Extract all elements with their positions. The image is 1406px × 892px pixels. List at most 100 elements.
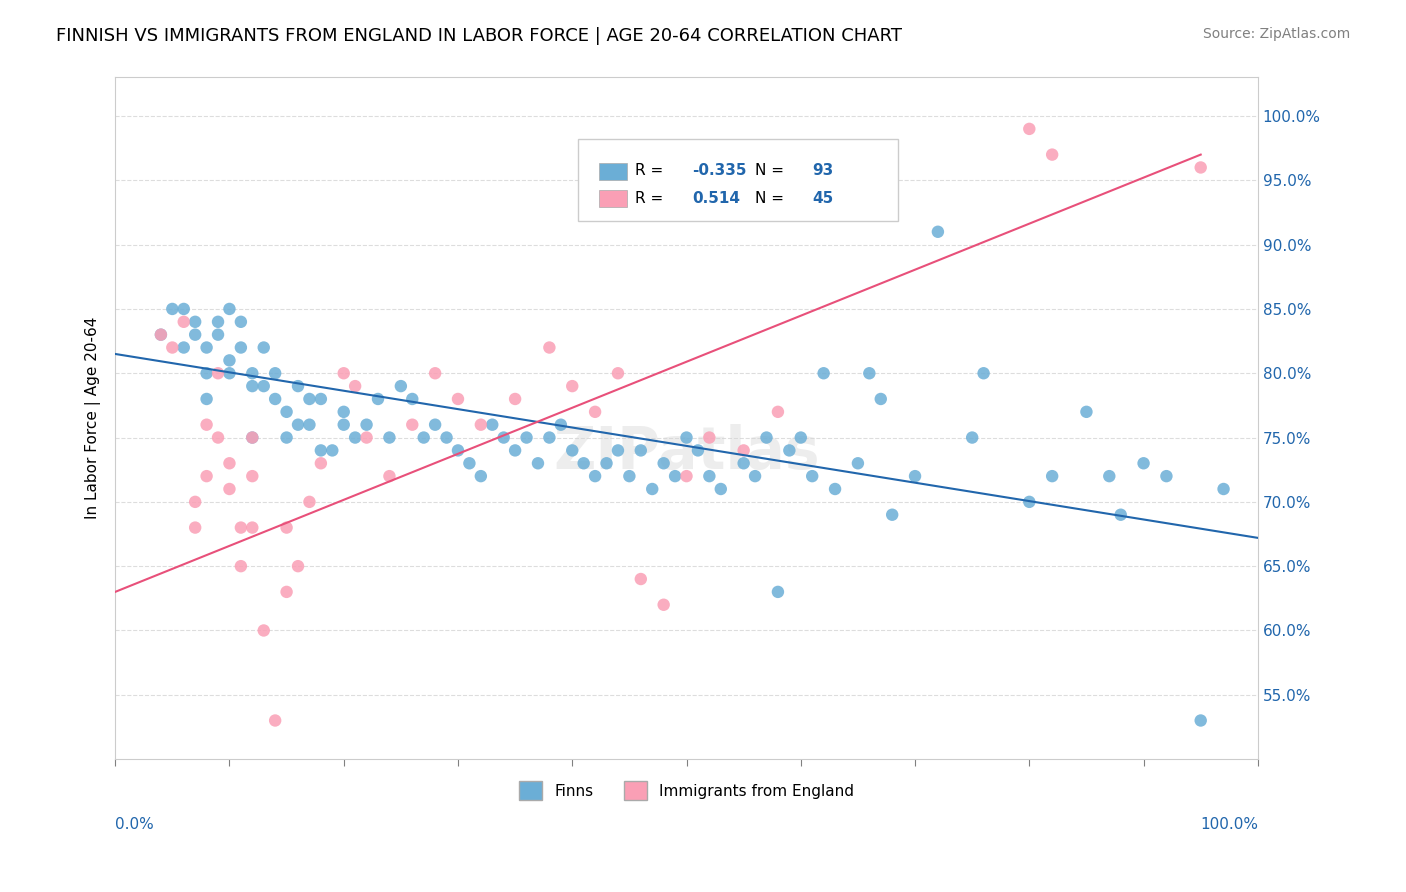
Text: ZIPatlas: ZIPatlas: [553, 424, 820, 481]
Point: [253, 624, 276, 638]
Point: [378, 469, 401, 483]
Point: [195, 469, 218, 483]
Point: [229, 559, 252, 574]
Point: [699, 431, 721, 445]
Point: [321, 443, 343, 458]
Point: [1212, 482, 1234, 496]
Point: [412, 431, 434, 445]
Point: [229, 520, 252, 534]
Point: [1040, 147, 1063, 161]
Text: R =: R =: [636, 191, 664, 205]
Point: [515, 431, 537, 445]
Point: [481, 417, 503, 432]
Text: -0.335: -0.335: [692, 163, 747, 178]
Point: [766, 405, 789, 419]
Point: [218, 353, 240, 368]
Point: [619, 469, 641, 483]
Point: [264, 714, 287, 728]
Point: [344, 431, 367, 445]
Point: [173, 301, 195, 316]
Point: [630, 443, 652, 458]
Point: [240, 366, 263, 380]
Point: [846, 456, 869, 470]
Point: [733, 456, 755, 470]
Point: [229, 315, 252, 329]
Point: [583, 469, 606, 483]
Text: N =: N =: [755, 163, 785, 178]
Point: [710, 482, 733, 496]
Point: [538, 341, 561, 355]
Point: [423, 366, 446, 380]
Text: N =: N =: [755, 191, 785, 205]
Point: [1156, 469, 1178, 483]
Point: [356, 431, 378, 445]
Point: [389, 379, 412, 393]
Point: [538, 431, 561, 445]
Point: [583, 405, 606, 419]
Point: [904, 469, 927, 483]
Point: [287, 559, 309, 574]
Point: [298, 417, 321, 432]
Point: [240, 431, 263, 445]
Point: [184, 315, 207, 329]
Point: [550, 417, 572, 432]
Point: [195, 366, 218, 380]
Point: [801, 469, 824, 483]
Point: [253, 379, 276, 393]
Point: [240, 469, 263, 483]
Point: [298, 495, 321, 509]
Point: [195, 392, 218, 406]
Y-axis label: In Labor Force | Age 20-64: In Labor Force | Age 20-64: [86, 317, 101, 519]
Point: [173, 341, 195, 355]
Point: [607, 366, 630, 380]
Point: [436, 431, 458, 445]
Point: [503, 392, 526, 406]
Point: [162, 301, 184, 316]
Point: [309, 456, 332, 470]
Point: [401, 392, 423, 406]
Point: [240, 520, 263, 534]
Point: [470, 469, 492, 483]
Point: [492, 431, 515, 445]
Point: [755, 431, 778, 445]
Point: [229, 341, 252, 355]
Point: [882, 508, 904, 522]
FancyBboxPatch shape: [578, 139, 898, 220]
Point: [184, 520, 207, 534]
Text: 93: 93: [813, 163, 834, 178]
Point: [207, 315, 229, 329]
FancyBboxPatch shape: [599, 190, 627, 207]
Point: [173, 315, 195, 329]
Point: [276, 520, 298, 534]
Point: [1098, 469, 1121, 483]
Point: [207, 431, 229, 445]
Text: 100.0%: 100.0%: [1199, 817, 1258, 832]
Point: [195, 341, 218, 355]
Point: [869, 392, 891, 406]
Point: [595, 456, 617, 470]
Point: [766, 585, 789, 599]
Point: [561, 379, 583, 393]
Point: [332, 417, 354, 432]
Point: [309, 392, 332, 406]
Point: [1076, 405, 1098, 419]
Text: 45: 45: [813, 191, 834, 205]
Point: [218, 482, 240, 496]
Point: [287, 379, 309, 393]
Point: [733, 443, 755, 458]
Point: [195, 417, 218, 432]
Point: [298, 392, 321, 406]
Point: [447, 392, 470, 406]
Point: [378, 431, 401, 445]
Point: [1109, 508, 1132, 522]
Point: [675, 431, 697, 445]
Point: [240, 379, 263, 393]
Point: [458, 456, 481, 470]
Point: [813, 366, 835, 380]
Point: [527, 456, 550, 470]
FancyBboxPatch shape: [599, 162, 627, 179]
Point: [699, 469, 721, 483]
Point: [218, 366, 240, 380]
Point: [264, 392, 287, 406]
Point: [253, 341, 276, 355]
